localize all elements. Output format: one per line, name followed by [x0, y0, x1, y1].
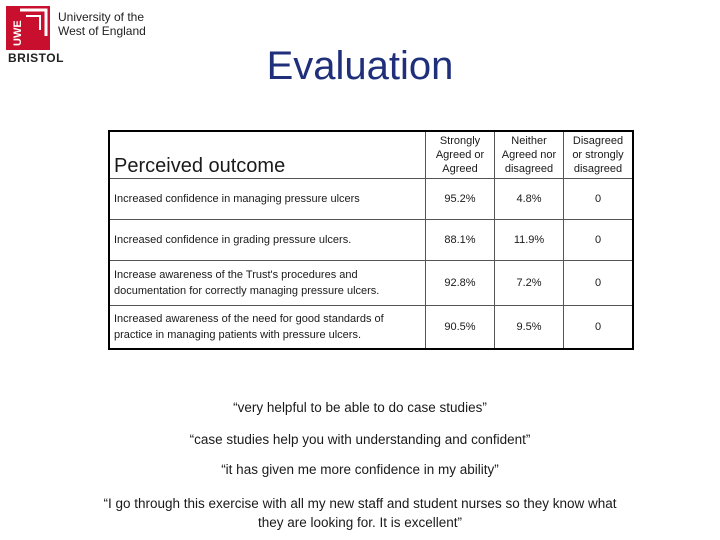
quote-4: “I go through this exercise with all my …: [103, 496, 617, 530]
row-label: Increase awareness of the Trust's proced…: [108, 260, 426, 306]
row-label: Increased confidence in grading pressure…: [108, 219, 426, 261]
row-agreed: 90.5%: [425, 305, 495, 350]
quote-1: “very helpful to be able to do case stud…: [233, 400, 487, 415]
uwe-logo: UWE BRISTOL University of the West of En…: [6, 6, 176, 66]
svg-text:UWE: UWE: [12, 20, 24, 46]
page-title: Evaluation: [266, 44, 454, 88]
row-neither: 9.5%: [494, 305, 564, 350]
logo-mark-icon: UWE: [6, 6, 50, 50]
logo-bristol: BRISTOL: [8, 51, 64, 65]
outcomes-table: Perceived outcome Strongly Agreed or Agr…: [108, 130, 634, 350]
row-disagreed: 0: [563, 178, 634, 220]
row-disagreed: 0: [563, 305, 634, 350]
row-neither: 11.9%: [494, 219, 564, 261]
row-disagreed: 0: [563, 260, 634, 306]
header-perceived-outcome: Perceived outcome: [108, 130, 426, 179]
row-label: Increased awareness of the need for good…: [108, 305, 426, 350]
row-agreed: 92.8%: [425, 260, 495, 306]
row-neither: 7.2%: [494, 260, 564, 306]
quote-2: “case studies help you with understandin…: [189, 432, 531, 447]
row-label: Increased confidence in managing pressur…: [108, 178, 426, 220]
header-disagreed: Disagreed or strongly disagreed: [563, 130, 634, 179]
row-neither: 4.8%: [494, 178, 564, 220]
row-agreed: 88.1%: [425, 219, 495, 261]
table-row: Increased confidence in managing pressur…: [108, 178, 634, 220]
quote-3: “it has given me more confidence in my a…: [221, 462, 499, 477]
logo-university-name: University of the West of England: [58, 10, 146, 38]
row-agreed: 95.2%: [425, 178, 495, 220]
table-header-row: Perceived outcome Strongly Agreed or Agr…: [108, 130, 634, 179]
logo-line-1: University of the: [58, 10, 145, 24]
row-disagreed: 0: [563, 219, 634, 261]
table-row: Increased awareness of the need for good…: [108, 305, 634, 350]
table-row: Increased confidence in grading pressure…: [108, 219, 634, 261]
table-row: Increase awareness of the Trust's proced…: [108, 260, 634, 306]
header-agreed: Strongly Agreed or Agreed: [425, 130, 495, 179]
header-neither: Neither Agreed nor disagreed: [494, 130, 564, 179]
logo-line-2: West of England: [58, 24, 146, 38]
